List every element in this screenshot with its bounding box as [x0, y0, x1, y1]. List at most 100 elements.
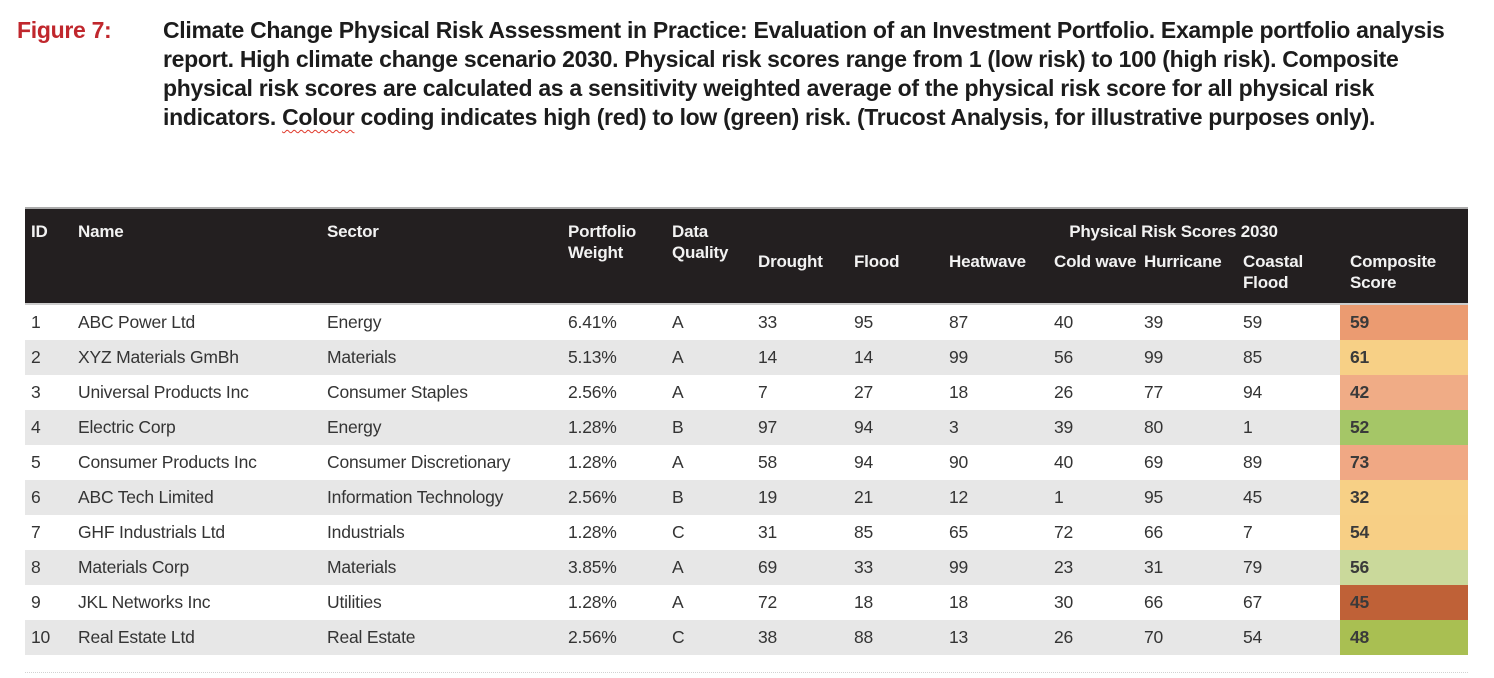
cell-composite-score: 32	[1340, 480, 1468, 515]
column-header-sector: Sector	[327, 222, 379, 241]
cell-portfolio-weight: 2.56%	[568, 382, 617, 402]
cell-coastal-flood: 1	[1243, 417, 1253, 437]
cell-portfolio-weight: 1.28%	[568, 452, 617, 472]
cell-hurricane: 66	[1144, 522, 1164, 542]
figure-caption-text: Climate Change Physical Risk Assessment …	[163, 16, 1485, 132]
cell-sector: Materials	[327, 557, 397, 577]
caption-text-part1: Climate Change Physical Risk Assessment …	[163, 17, 1445, 130]
cell-cold-wave: 40	[1054, 452, 1074, 472]
cell-coastal-flood: 85	[1243, 347, 1263, 367]
cell-portfolio-weight: 1.28%	[568, 417, 617, 437]
column-header-name: Name	[78, 222, 124, 241]
cell-heatwave: 99	[949, 557, 969, 577]
cell-id: 9	[31, 592, 41, 612]
cell-drought: 58	[758, 452, 778, 472]
cell-drought: 31	[758, 522, 778, 542]
cell-flood: 95	[854, 312, 874, 332]
cell-id: 1	[31, 312, 41, 332]
cell-name: Electric Corp	[78, 417, 176, 437]
cell-sector: Consumer Discretionary	[327, 452, 511, 472]
cell-id: 6	[31, 487, 41, 507]
cell-flood: 94	[854, 417, 874, 437]
column-header-heatwave: Heatwave	[949, 252, 1026, 271]
table-body: 1 ABC Power Ltd Energy 6.41% A 33 95 87 40 39 59 59…	[25, 305, 1468, 655]
cell-id: 4	[31, 417, 41, 437]
cell-hurricane: 95	[1144, 487, 1164, 507]
cell-drought: 38	[758, 627, 778, 647]
cell-flood: 21	[854, 487, 874, 507]
cell-drought: 14	[758, 347, 778, 367]
cell-composite-score: 73	[1340, 445, 1468, 480]
cell-hurricane: 99	[1144, 347, 1164, 367]
cell-heatwave: 18	[949, 382, 969, 402]
cell-composite-score: 61	[1340, 340, 1468, 375]
cell-id: 7	[31, 522, 41, 542]
cell-data-quality: A	[672, 452, 684, 472]
cell-portfolio-weight: 1.28%	[568, 522, 617, 542]
cell-portfolio-weight: 3.85%	[568, 557, 617, 577]
cell-cold-wave: 1	[1054, 487, 1064, 507]
column-header-flood: Flood	[854, 252, 900, 271]
cell-data-quality: A	[672, 312, 684, 332]
cell-data-quality: A	[672, 557, 684, 577]
table-row: 5 Consumer Products Inc Consumer Discretio…	[25, 445, 1468, 480]
cell-hurricane: 39	[1144, 312, 1164, 332]
caption-text-part2: coding indicates high (red) to low (gree…	[354, 104, 1376, 130]
risk-scores-group-title: Physical Risk Scores 2030	[1069, 222, 1278, 241]
cell-cold-wave: 26	[1054, 382, 1074, 402]
cell-name: GHF Industrials Ltd	[78, 522, 225, 542]
table-row: 8 Materials Corp Materials 3.85% A 69 33 99 23 31…	[25, 550, 1468, 585]
table-row: 6 ABC Tech Limited Information Technology 2…	[25, 480, 1468, 515]
table-row: 9 JKL Networks Inc Utilities 1.28% A 72 18 18 30…	[25, 585, 1468, 620]
cell-composite-score: 54	[1340, 515, 1468, 550]
cell-name: ABC Power Ltd	[78, 312, 196, 332]
cell-hurricane: 77	[1144, 382, 1164, 402]
cell-hurricane: 70	[1144, 627, 1164, 647]
cell-cold-wave: 40	[1054, 312, 1074, 332]
column-header-id: ID	[31, 222, 48, 241]
cell-flood: 94	[854, 452, 874, 472]
cell-heatwave: 90	[949, 452, 969, 472]
cell-heatwave: 87	[949, 312, 969, 332]
cell-sector: Consumer Staples	[327, 382, 468, 402]
table-row: 1 ABC Power Ltd Energy 6.41% A 33 95 87 40 39 59 59	[25, 305, 1468, 340]
cell-data-quality: A	[672, 347, 684, 367]
cell-cold-wave: 56	[1054, 347, 1074, 367]
cell-sector: Materials	[327, 347, 397, 367]
cell-name: Universal Products Inc	[78, 382, 249, 402]
cell-coastal-flood: 79	[1243, 557, 1263, 577]
cell-name: Real Estate Ltd	[78, 627, 195, 647]
cell-hurricane: 69	[1144, 452, 1164, 472]
cell-drought: 33	[758, 312, 778, 332]
cell-sector: Real Estate	[327, 627, 416, 647]
risk-scores-subheaders: Drought Flood Heatwave Cold wave Hurrica…	[752, 251, 1494, 293]
cell-data-quality: B	[672, 417, 684, 437]
cell-id: 10	[31, 627, 51, 647]
cell-composite-score: 59	[1340, 305, 1468, 340]
cell-data-quality: B	[672, 487, 684, 507]
cell-heatwave: 3	[949, 417, 959, 437]
cell-flood: 33	[854, 557, 874, 577]
table-header-row: ID Name Sector Portfolio Weight Data Qua…	[25, 207, 1468, 305]
cell-sector: Information Technology	[327, 487, 504, 507]
cell-heatwave: 65	[949, 522, 969, 542]
table-row: 2 XYZ Materials GmBh Materials 5.13% A 14 14 99…	[25, 340, 1468, 375]
cell-name: Materials Corp	[78, 557, 189, 577]
cell-portfolio-weight: 2.56%	[568, 627, 617, 647]
cell-composite-score: 52	[1340, 410, 1468, 445]
cell-heatwave: 13	[949, 627, 969, 647]
cell-hurricane: 80	[1144, 417, 1164, 437]
cell-data-quality: A	[672, 382, 684, 402]
cell-sector: Industrials	[327, 522, 405, 542]
cell-drought: 72	[758, 592, 778, 612]
cell-id: 5	[31, 452, 41, 472]
cell-drought: 69	[758, 557, 778, 577]
cell-portfolio-weight: 1.28%	[568, 592, 617, 612]
cell-heatwave: 18	[949, 592, 969, 612]
cell-sector: Energy	[327, 312, 382, 332]
cell-hurricane: 31	[1144, 557, 1164, 577]
table-row: 4 Electric Corp Energy 1.28% B 97 94 3 39 80 1 52	[25, 410, 1468, 445]
cell-coastal-flood: 94	[1243, 382, 1263, 402]
cell-composite-score: 56	[1340, 550, 1468, 585]
